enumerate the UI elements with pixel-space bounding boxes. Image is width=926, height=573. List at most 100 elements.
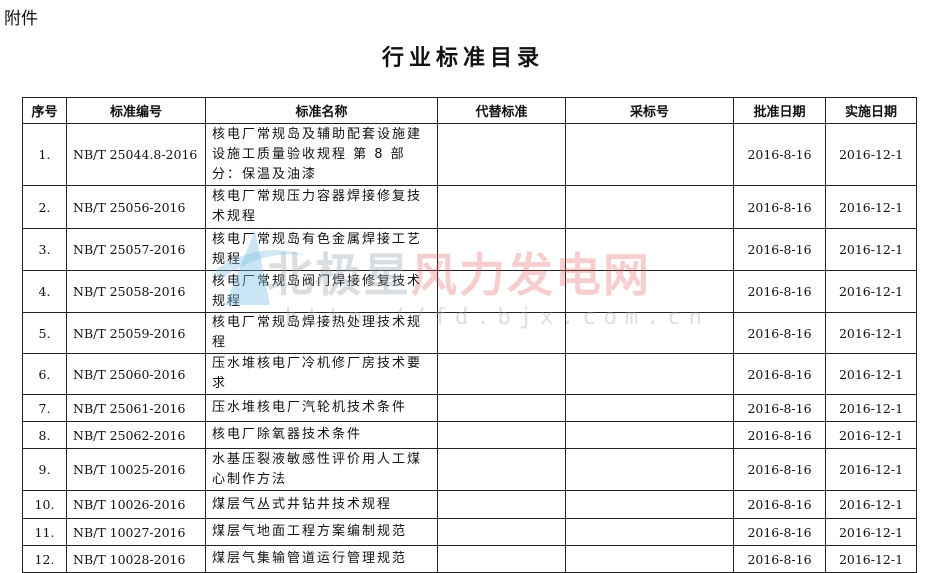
approval-date: 2016-8-16 (733, 312, 826, 354)
adopted-standard (565, 353, 734, 395)
effective-date: 2016-12-1 (825, 185, 917, 229)
effective-date: 2016-12-1 (825, 123, 917, 186)
table-row: 10. NB/T 10026-2016 煤层气丛式井钻井技术规程 2016-8-16 2… (22, 490, 917, 519)
header-no: 序号 (22, 97, 67, 124)
replaced-standard (437, 228, 566, 271)
effective-date: 2016-12-1 (825, 518, 917, 546)
table-row: 7. NB/T 25061-2016 压水堆核电厂汽轮机技术条件 2016-8-16 2… (22, 394, 917, 422)
standard-code: NB/T 10025-2016 (66, 448, 206, 491)
standard-name: 核电厂常规岛及辅助配套设施建设施工质量验收规程 第 8 部分：保温及油漆 (205, 123, 438, 186)
table-row: 4. NB/T 25058-2016 核电厂常规岛阀门焊接修复技术规程 2016-8-… (22, 270, 917, 313)
row-number: 10. (22, 490, 67, 519)
replaced-standard (437, 353, 566, 395)
effective-date: 2016-12-1 (825, 312, 917, 354)
header-replace: 代替标准 (437, 97, 566, 124)
standard-code: NB/T 25061-2016 (66, 394, 206, 422)
row-number: 6. (22, 353, 67, 395)
row-number: 9. (22, 448, 67, 491)
standard-name: 煤层气地面工程方案编制规范 (205, 518, 438, 546)
row-number: 3. (22, 228, 67, 271)
row-number: 2. (22, 185, 67, 229)
standard-code: NB/T 25058-2016 (66, 270, 206, 313)
adopted-standard (565, 123, 734, 186)
replaced-standard (437, 421, 566, 449)
approval-date: 2016-8-16 (733, 270, 826, 313)
table-row: 1. NB/T 25044.8-2016 核电厂常规岛及辅助配套设施建设施工质量验收… (22, 123, 917, 186)
approval-date: 2016-8-16 (733, 490, 826, 519)
adopted-standard (565, 448, 734, 491)
adopted-standard (565, 545, 734, 573)
effective-date: 2016-12-1 (825, 394, 917, 422)
replaced-standard (437, 490, 566, 519)
adopted-standard (565, 518, 734, 546)
effective-date: 2016-12-1 (825, 421, 917, 449)
attachment-label: 附件 (4, 9, 38, 29)
approval-date: 2016-8-16 (733, 518, 826, 546)
header-code: 标准编号 (66, 97, 206, 124)
row-number: 11. (22, 518, 67, 546)
standard-name: 煤层气集输管道运行管理规范 (205, 545, 438, 573)
adopted-standard (565, 270, 734, 313)
table-row: 2. NB/T 25056-2016 核电厂常规压力容器焊接修复技术规程 2016-8… (22, 185, 917, 229)
standard-name: 煤层气丛式井钻井技术规程 (205, 490, 438, 519)
approval-date: 2016-8-16 (733, 545, 826, 573)
standard-name: 核电厂常规岛焊接热处理技术规程 (205, 312, 438, 354)
adopted-standard (565, 394, 734, 422)
replaced-standard (437, 312, 566, 354)
effective-date: 2016-12-1 (825, 270, 917, 313)
adopted-standard (565, 185, 734, 229)
replaced-standard (437, 185, 566, 229)
header-effective-date: 实施日期 (825, 97, 917, 124)
replaced-standard (437, 123, 566, 186)
table-row: 5. NB/T 25059-2016 核电厂常规岛焊接热处理技术规程 2016-8-1… (22, 312, 917, 354)
standard-code: NB/T 25044.8-2016 (66, 123, 206, 186)
approval-date: 2016-8-16 (733, 353, 826, 395)
row-number: 4. (22, 270, 67, 313)
standard-code: NB/T 10027-2016 (66, 518, 206, 546)
standard-code: NB/T 25059-2016 (66, 312, 206, 354)
replaced-standard (437, 270, 566, 313)
approval-date: 2016-8-16 (733, 394, 826, 422)
table-row: 3. NB/T 25057-2016 核电厂常规岛有色金属焊接工艺规程 2016-8-… (22, 228, 917, 271)
adopted-standard (565, 421, 734, 449)
standard-code: NB/T 25060-2016 (66, 353, 206, 395)
effective-date: 2016-12-1 (825, 448, 917, 491)
row-number: 8. (22, 421, 67, 449)
standard-name: 水基压裂液敏感性评价用人工煤心制作方法 (205, 448, 438, 491)
row-number: 7. (22, 394, 67, 422)
approval-date: 2016-8-16 (733, 448, 826, 491)
page-title: 行业标准目录 (381, 46, 544, 71)
table-row: 6. NB/T 25060-2016 压水堆核电厂冷机修厂房技术要求 2016-8-1… (22, 353, 917, 395)
table-row: 8. NB/T 25062-2016 核电厂除氧器技术条件 2016-8-16 2016… (22, 421, 917, 449)
standard-name: 核电厂除氧器技术条件 (205, 421, 438, 449)
adopted-standard (565, 312, 734, 354)
standard-code: NB/T 10026-2016 (66, 490, 206, 519)
approval-date: 2016-8-16 (733, 421, 826, 449)
table-row: 9. NB/T 10025-2016 水基压裂液敏感性评价用人工煤心制作方法 2016… (22, 448, 917, 491)
approval-date: 2016-8-16 (733, 123, 826, 186)
replaced-standard (437, 518, 566, 546)
header-name: 标准名称 (205, 97, 438, 124)
standard-name: 核电厂常规压力容器焊接修复技术规程 (205, 185, 438, 229)
approval-date: 2016-8-16 (733, 185, 826, 229)
adopted-standard (565, 490, 734, 519)
row-number: 12. (22, 545, 67, 573)
standard-name: 压水堆核电厂汽轮机技术条件 (205, 394, 438, 422)
replaced-standard (437, 545, 566, 573)
standard-name: 压水堆核电厂冷机修厂房技术要求 (205, 353, 438, 395)
row-number: 5. (22, 312, 67, 354)
header-approve-date: 批准日期 (733, 97, 826, 124)
header-adopt: 采标号 (565, 97, 734, 124)
effective-date: 2016-12-1 (825, 228, 917, 271)
adopted-standard (565, 228, 734, 271)
replaced-standard (437, 448, 566, 491)
effective-date: 2016-12-1 (825, 490, 917, 519)
standard-code: NB/T 25056-2016 (66, 185, 206, 229)
standard-code: NB/T 25062-2016 (66, 421, 206, 449)
effective-date: 2016-12-1 (825, 545, 917, 573)
effective-date: 2016-12-1 (825, 353, 917, 395)
table-header-row: 序号 标准编号 标准名称 代替标准 采标号 批准日期 实施日期 (22, 97, 917, 124)
row-number: 1. (22, 123, 67, 186)
table-row: 11. NB/T 10027-2016 煤层气地面工程方案编制规范 2016-8-16… (22, 518, 917, 546)
standard-code: NB/T 10028-2016 (66, 545, 206, 573)
